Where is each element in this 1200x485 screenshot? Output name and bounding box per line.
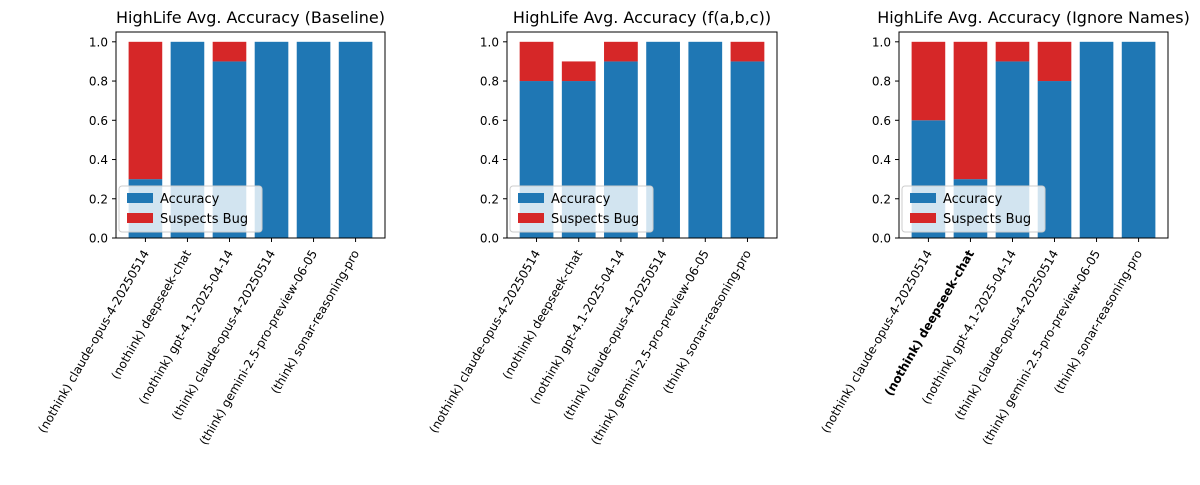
x-tick-label: (nothink) deepseek-chat [108, 247, 194, 381]
y-tick-label: 0.2 [89, 192, 108, 206]
bar-suspects-bug [604, 41, 638, 62]
chart-2: HighLife Avg. Accuracy (f(a,b,c)) (nothin… [427, 8, 778, 447]
y-tick-label: 1.0 [872, 35, 891, 49]
y-tick-label: 0.4 [480, 153, 499, 167]
legend-swatch-suspects-bug [518, 213, 544, 223]
chart-title: HighLife Avg. Accuracy (f(a,b,c)) [513, 8, 771, 27]
bar-suspects-bug [212, 41, 247, 62]
axes-frame [506, 31, 778, 239]
y-tick-label: 0.8 [480, 75, 499, 89]
y-tick-label: 0.6 [480, 114, 499, 128]
chart-3: HighLife Avg. Accuracy (Ignore Names)(no… [818, 8, 1189, 447]
bar-suspects-bug [953, 41, 988, 180]
legend-box [901, 185, 1046, 233]
legend: Accuracy Suspects Bug [901, 185, 1046, 233]
legend-label-accuracy: Accuracy [943, 192, 1003, 207]
legend: Accuracy Suspects Bug [509, 185, 654, 233]
bar-suspects-bug [561, 61, 596, 82]
bar-suspects-bug [730, 41, 765, 62]
legend-label-suspects-bug: Suspects Bug [943, 212, 1031, 227]
chart-title: HighLife Avg. Accuracy (Baseline) [116, 8, 385, 27]
legend-swatch-suspects-bug [910, 213, 936, 223]
bar-suspects-bug [128, 41, 163, 180]
y-tick-label: 0.4 [872, 153, 891, 167]
y-tick-label: 0.8 [872, 75, 891, 89]
y-tick-label: 0.6 [872, 114, 891, 128]
y-tick-label: 0.2 [872, 192, 891, 206]
bar-accuracy [296, 41, 331, 238]
legend-label-accuracy: Accuracy [551, 192, 611, 207]
legend-swatch-accuracy [518, 193, 544, 203]
bar-accuracy [1079, 41, 1114, 238]
y-tick-label: 0.6 [89, 114, 108, 128]
y-tick-label: 0.2 [480, 192, 499, 206]
legend-label-suspects-bug: Suspects Bug [160, 212, 248, 227]
legend-label-accuracy: Accuracy [160, 192, 220, 207]
y-tick-label: 1.0 [480, 35, 499, 49]
bar-suspects-bug [519, 41, 554, 82]
y-tick-label: 1.0 [89, 35, 108, 49]
legend-swatch-accuracy [910, 193, 936, 203]
x-tick-label: (nothink) deepseek-chat [500, 247, 586, 381]
x-tick-label: (think) sonar-reasoning-pro [1051, 248, 1145, 397]
legend: Accuracy Suspects Bug [118, 185, 263, 233]
y-tick-label: 0.0 [89, 232, 108, 246]
legend-label-suspects-bug: Suspects Bug [551, 212, 639, 227]
bar-suspects-bug [911, 41, 946, 121]
bar-accuracy [1121, 41, 1156, 238]
legend-swatch-accuracy [127, 193, 153, 203]
y-tick-label: 0.0 [480, 232, 499, 246]
legend-box [118, 185, 263, 233]
x-tick-label: (think) sonar-reasoning-pro [268, 248, 362, 397]
axes-frame [898, 31, 1169, 239]
chart-title: HighLife Avg. Accuracy (Ignore Names) [877, 8, 1190, 27]
chart-1: HighLife Avg. Accuracy (Baseline) (nothin… [35, 8, 386, 447]
x-tick-label: (think) sonar-reasoning-pro [660, 248, 754, 397]
legend-swatch-suspects-bug [127, 213, 153, 223]
bar-accuracy [338, 41, 373, 238]
bar-accuracy [688, 41, 723, 238]
bar-suspects-bug [995, 41, 1030, 62]
y-tick-label: 0.4 [89, 153, 108, 167]
y-tick-label: 0.8 [89, 75, 108, 89]
axes-frame [115, 31, 386, 239]
bar-suspects-bug [1037, 41, 1072, 82]
bar-accuracy [730, 61, 765, 238]
y-tick-label: 0.0 [872, 232, 891, 246]
legend-box [509, 185, 654, 233]
